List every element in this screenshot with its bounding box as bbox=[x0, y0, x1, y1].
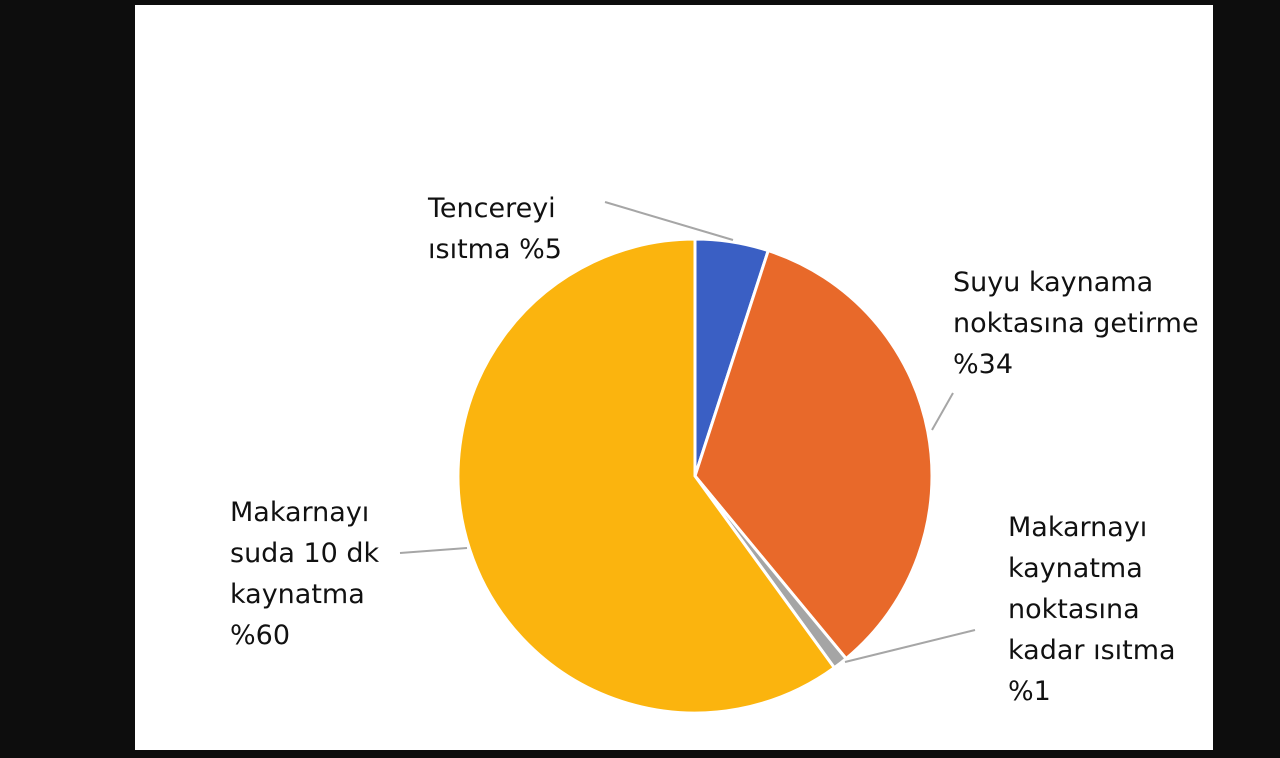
pie-slice bbox=[693, 248, 934, 661]
leader-line bbox=[604, 201, 734, 241]
data-label: Makarnayı suda 10 dk kaynatma %60 bbox=[230, 492, 405, 656]
value-label: %34 bbox=[953, 349, 1014, 380]
leader-line bbox=[931, 392, 954, 431]
category-label: Makarnayı suda 10 dk kaynatma bbox=[230, 497, 380, 610]
leader-line bbox=[399, 547, 468, 554]
value-label: %60 bbox=[230, 620, 291, 651]
category-label: Tencereyi ısıtma bbox=[428, 193, 556, 265]
category-label: Makarnayı kaynatma noktasına kadar ısıtm… bbox=[1008, 512, 1176, 666]
leader-line bbox=[844, 629, 976, 663]
data-label: Suyu kaynama noktasına getirme %34 bbox=[953, 262, 1218, 385]
data-label: Makarnayı kaynatma noktasına kadar ısıtm… bbox=[1008, 507, 1193, 712]
category-label: Suyu kaynama noktasına getirme bbox=[953, 267, 1199, 339]
value-label: %1 bbox=[1008, 676, 1051, 707]
value-label: %5 bbox=[519, 234, 562, 265]
pie-slice bbox=[456, 237, 837, 715]
data-label: Tencereyi ısıtma %5 bbox=[428, 188, 578, 270]
